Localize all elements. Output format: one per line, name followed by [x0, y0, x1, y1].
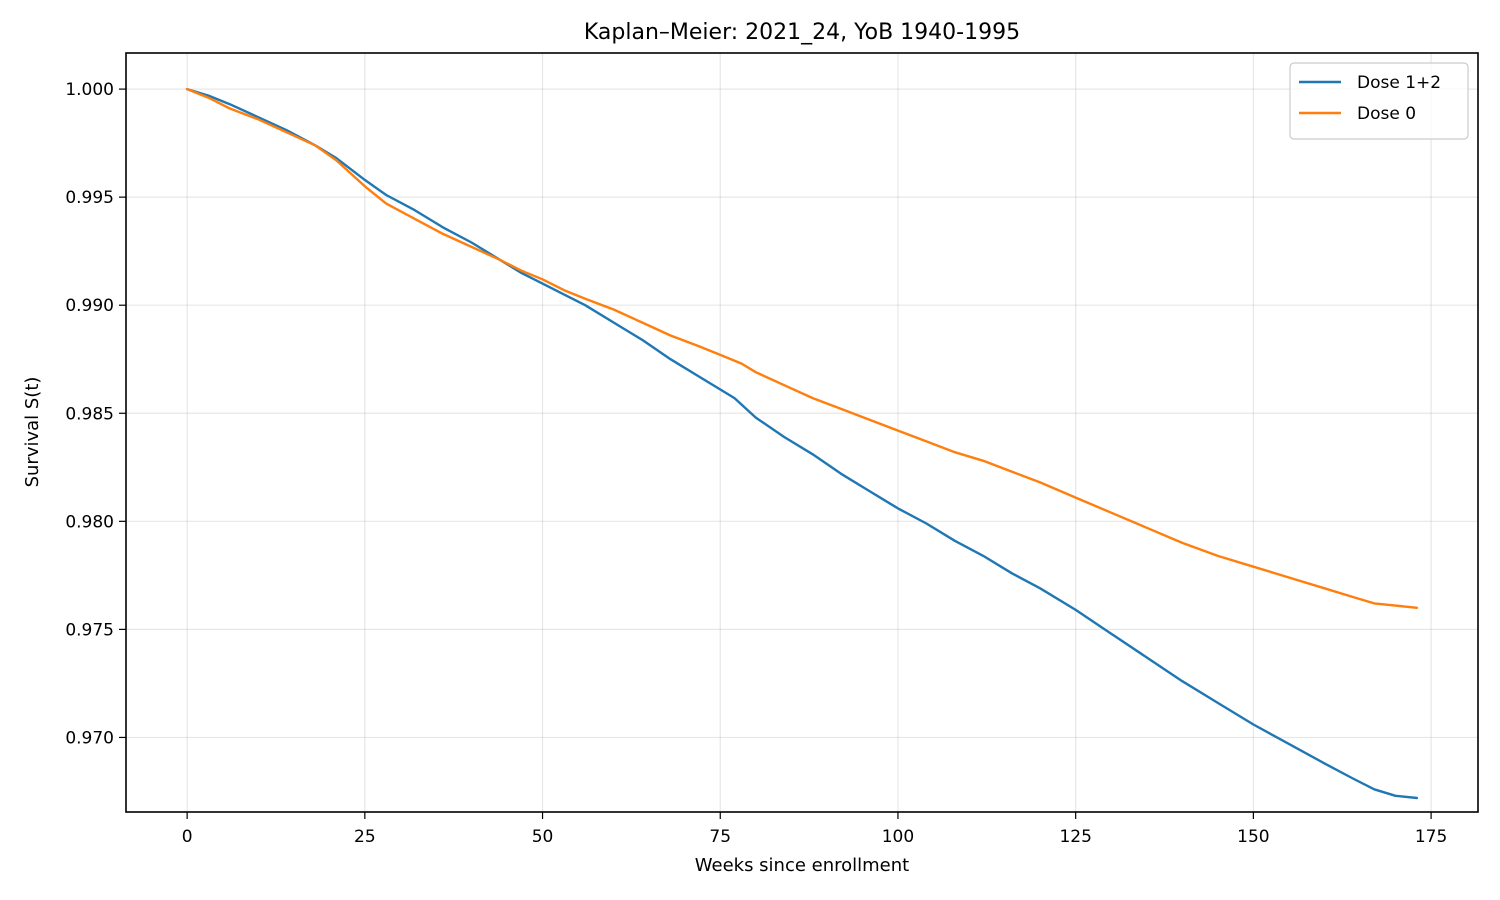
- series-line-dose-0: [185, 87, 1419, 609]
- legend: Dose 1+2 Dose 0: [1289, 62, 1469, 140]
- x-tick-label: 125: [1059, 827, 1091, 847]
- x-tick-label: 75: [709, 827, 731, 847]
- series-line-dose-1-2: [185, 87, 1419, 800]
- y-tick-label: 0.995: [65, 188, 114, 208]
- y-tick-label: 0.975: [65, 620, 114, 640]
- x-tick-label: 100: [882, 827, 914, 847]
- grid: [126, 53, 1478, 812]
- y-tick-label: 0.985: [65, 404, 114, 424]
- x-tick-label: 175: [1415, 827, 1447, 847]
- y-tick-label: 0.990: [65, 296, 114, 316]
- y-tick-label: 0.980: [65, 512, 114, 532]
- x-tick-label: 50: [532, 827, 554, 847]
- x-tick-label: 150: [1237, 827, 1269, 847]
- x-axis: 0 25 50 75 100 125 150 175: [182, 812, 1447, 847]
- legend-label: Dose 0: [1357, 104, 1416, 124]
- y-tick-label: 1.000: [65, 80, 114, 100]
- series-group: [185, 87, 1419, 800]
- chart-title: Kaplan–Meier: 2021_24, YoB 1940-1995: [584, 20, 1020, 45]
- x-tick-label: 0: [182, 827, 193, 847]
- x-tick-label: 25: [354, 827, 376, 847]
- y-axis-label: Survival S(t): [22, 377, 43, 488]
- y-tick-label: 0.970: [65, 728, 114, 748]
- x-axis-label: Weeks since enrollment: [695, 855, 909, 876]
- plot-frame: [125, 52, 1479, 813]
- legend-label: Dose 1+2: [1357, 73, 1441, 93]
- y-axis: 0.970 0.975 0.980 0.985 0.990 0.995 1.000: [65, 80, 126, 748]
